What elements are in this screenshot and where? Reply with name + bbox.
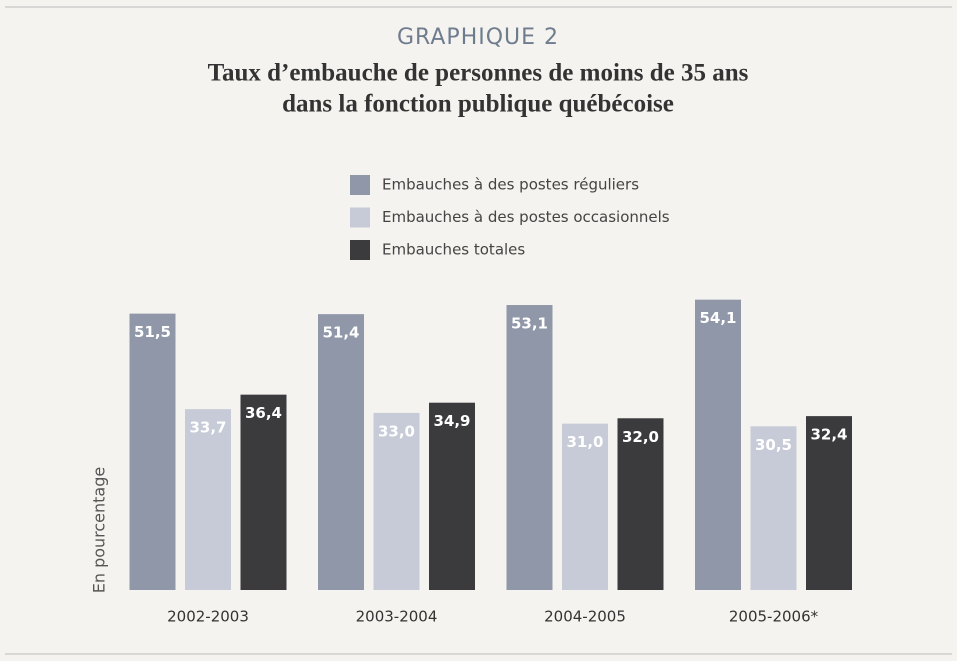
legend-swatch <box>350 175 370 195</box>
value-label: 33,0 <box>378 422 415 440</box>
bar <box>373 412 420 590</box>
bar <box>429 402 475 590</box>
bar <box>750 426 797 590</box>
value-label: 30,5 <box>755 436 792 454</box>
value-label: 33,7 <box>189 419 226 437</box>
value-label: 51,4 <box>322 324 359 342</box>
value-label: 54,1 <box>699 309 736 327</box>
value-label: 32,4 <box>810 426 847 444</box>
x-tick-label: 2003-2004 <box>356 608 438 626</box>
bar <box>695 299 741 590</box>
y-axis-label: En pourcentage <box>90 467 109 594</box>
bar <box>806 416 852 590</box>
legend-label: Embauches à des postes occasionnels <box>382 208 670 226</box>
value-label: 32,0 <box>622 428 659 446</box>
value-label: 51,5 <box>134 323 171 341</box>
legend-label: Embauches totales <box>382 241 525 259</box>
value-label: 53,1 <box>511 315 548 333</box>
value-label: 36,4 <box>245 404 282 422</box>
value-label: 34,9 <box>433 412 470 430</box>
chart-subtitle: Taux d’embauche de personnes de moins de… <box>208 60 749 87</box>
x-tick-label: 2004-2005 <box>544 608 626 626</box>
chart-subtitle: dans la fonction publique québécoise <box>282 91 674 118</box>
x-tick-label: 2002-2003 <box>167 608 249 626</box>
bar <box>185 409 231 590</box>
chart-title: GRAPHIQUE 2 <box>397 25 559 50</box>
x-tick-label: 2005-2006* <box>729 608 819 626</box>
bar <box>562 423 608 590</box>
bar <box>129 313 176 590</box>
legend-swatch <box>350 207 370 228</box>
value-label: 31,0 <box>566 433 603 451</box>
bar <box>617 418 664 590</box>
bar <box>318 314 364 590</box>
legend-swatch <box>350 240 370 260</box>
bar <box>506 305 553 590</box>
legend-label: Embauches à des postes réguliers <box>382 176 639 194</box>
bar <box>240 394 287 590</box>
